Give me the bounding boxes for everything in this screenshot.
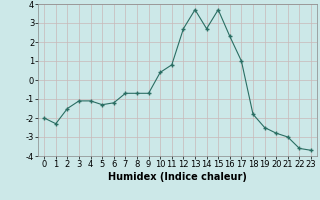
X-axis label: Humidex (Indice chaleur): Humidex (Indice chaleur) [108, 172, 247, 182]
